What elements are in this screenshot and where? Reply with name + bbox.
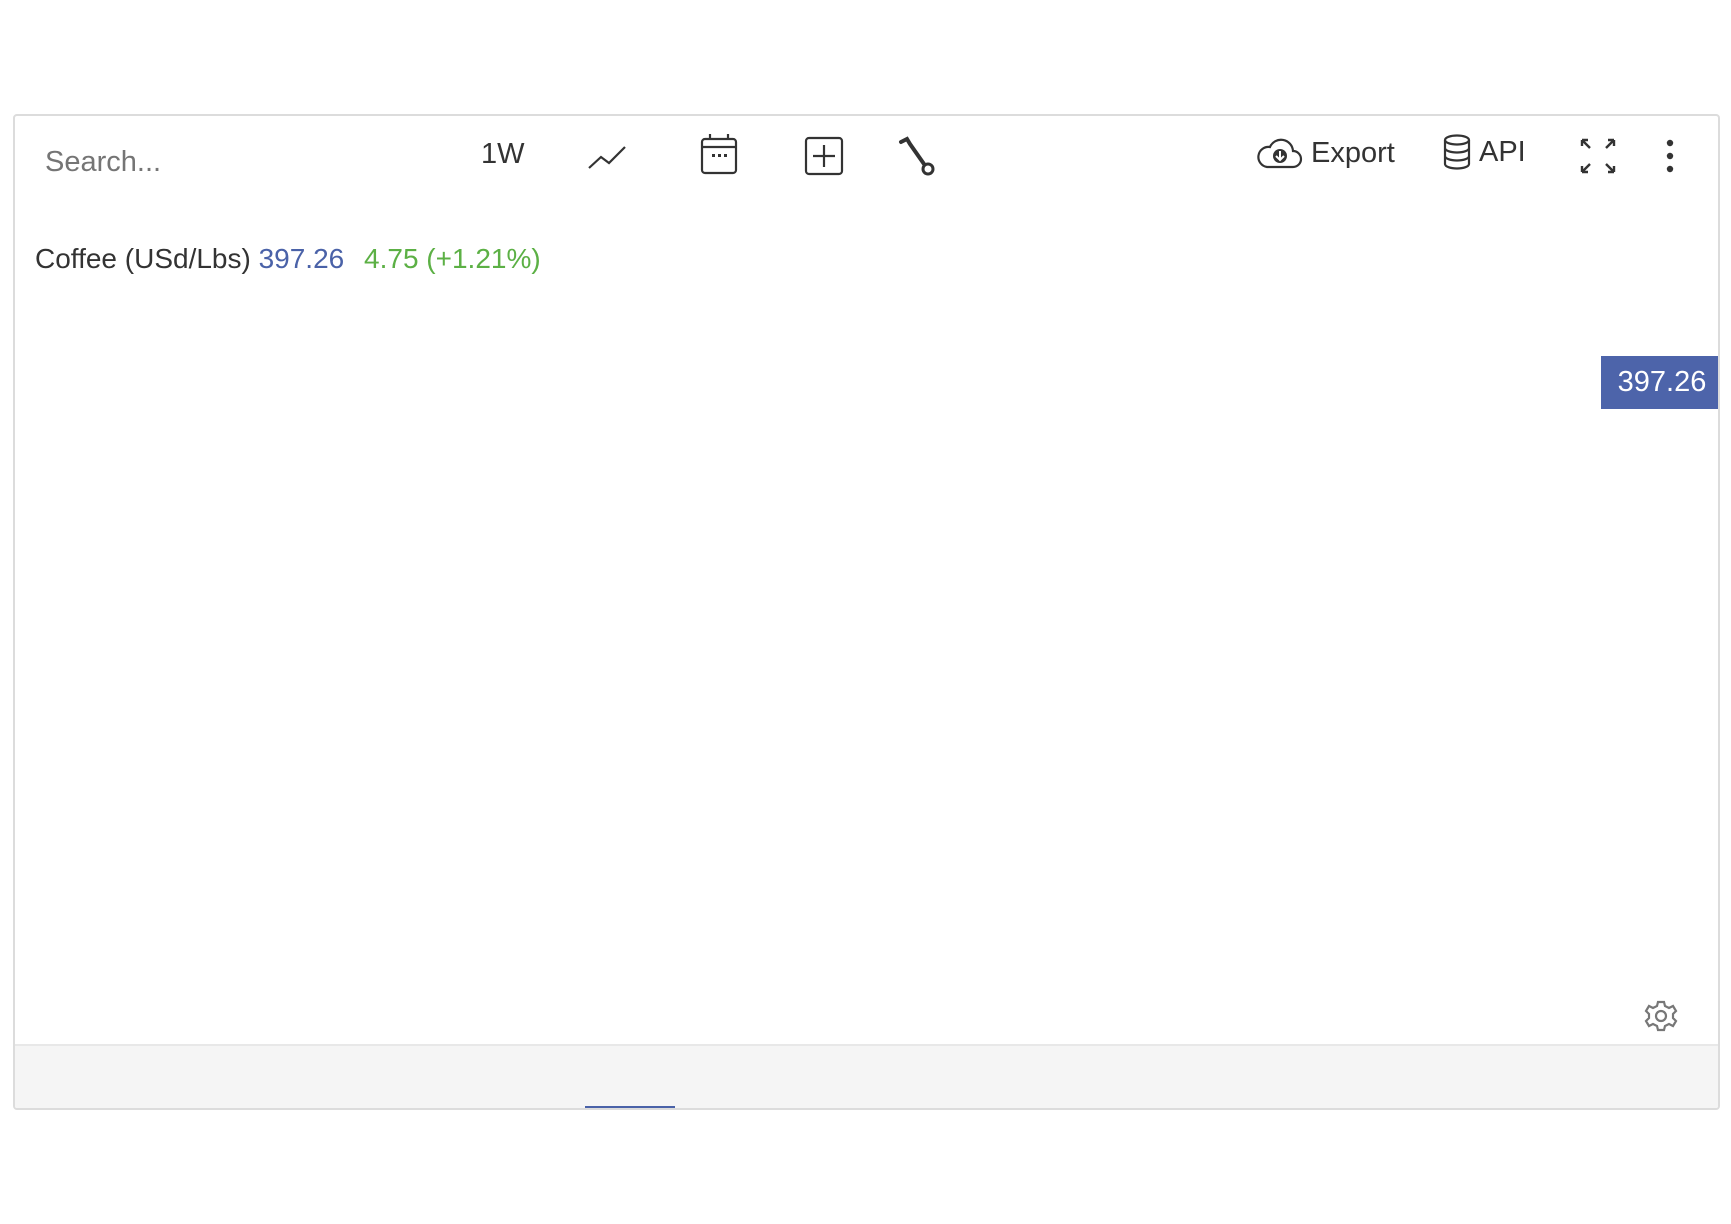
calendar-button[interactable] — [699, 132, 739, 176]
cloud-download-icon — [1257, 138, 1303, 169]
settings-button[interactable] — [1644, 999, 1678, 1038]
interval-label: 1W — [481, 138, 525, 170]
chart-type-button[interactable] — [587, 142, 629, 172]
current-price-tag: 397.26 — [1601, 356, 1718, 409]
gear-icon — [1644, 1000, 1678, 1032]
plus-box-icon — [804, 136, 844, 176]
export-button[interactable]: Export — [1255, 136, 1395, 170]
interval-button[interactable]: 1W — [481, 138, 525, 171]
search-input[interactable] — [45, 146, 345, 179]
line-chart-icon — [588, 146, 626, 169]
wrench-icon — [899, 136, 935, 176]
fullscreen-button[interactable] — [1578, 136, 1618, 176]
api-label: API — [1479, 135, 1526, 168]
calendar-icon — [700, 134, 738, 175]
chart-title: Coffee (USd/Lbs) 397.26 4.75 (+1.21%) — [35, 243, 541, 275]
tools-button[interactable] — [897, 136, 937, 178]
more-options-button[interactable] — [1664, 138, 1676, 174]
active-period-underline — [585, 1106, 675, 1108]
api-button[interactable]: API — [1443, 134, 1526, 170]
export-label: Export — [1311, 136, 1395, 169]
compare-button[interactable] — [804, 136, 844, 176]
expand-icon — [1580, 138, 1616, 174]
price-change: 4.75 (+1.21%) — [364, 243, 541, 274]
vertical-dots-icon — [1666, 139, 1674, 173]
chart-card: 1W Export API Coffee (USd/Lbs) 397.26 4.… — [13, 114, 1720, 1110]
last-price: 397.26 — [258, 243, 345, 274]
instrument-name: Coffee (USd/Lbs) — [35, 243, 251, 274]
period-selector — [15, 1044, 1718, 1108]
database-icon — [1443, 134, 1471, 170]
